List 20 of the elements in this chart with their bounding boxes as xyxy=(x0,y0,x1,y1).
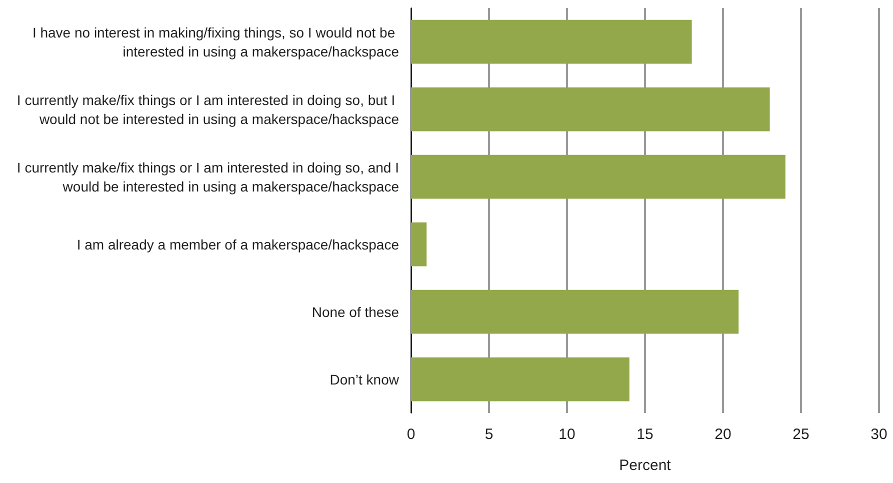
x-tick-label: 25 xyxy=(792,426,810,443)
x-tick-label: 20 xyxy=(714,426,732,443)
bar xyxy=(411,357,630,402)
x-tick-label: 5 xyxy=(484,426,494,443)
x-tick-label: 10 xyxy=(558,426,576,443)
y-tick-label: I currently make/fix things or I am interested in doing so, and I would be interested in using a makerspace/hackspace xyxy=(16,159,400,194)
y-tick-label: I currently make/fix things or I am interested in doing so, but I would not be interested in using a makerspace/hackspace xyxy=(16,92,400,127)
bar xyxy=(411,20,692,64)
x-tick-label: 15 xyxy=(636,426,654,443)
x-tick-label: 0 xyxy=(406,426,416,443)
x-axis-title: Percent xyxy=(619,457,672,474)
x-tick-label: 30 xyxy=(870,426,888,443)
bar xyxy=(411,87,770,132)
bar xyxy=(411,154,786,199)
bar xyxy=(411,222,427,266)
bar xyxy=(411,290,739,334)
y-tick-label: Don’t know xyxy=(330,371,400,388)
y-tick-label: I have no interest in making/fixing things, so I would not be interested in using a makerspace/hackspace xyxy=(32,24,400,60)
y-tick-label: I am already a member of a makerspace/hackspace xyxy=(76,236,400,252)
y-tick-label: None of these xyxy=(312,304,400,320)
